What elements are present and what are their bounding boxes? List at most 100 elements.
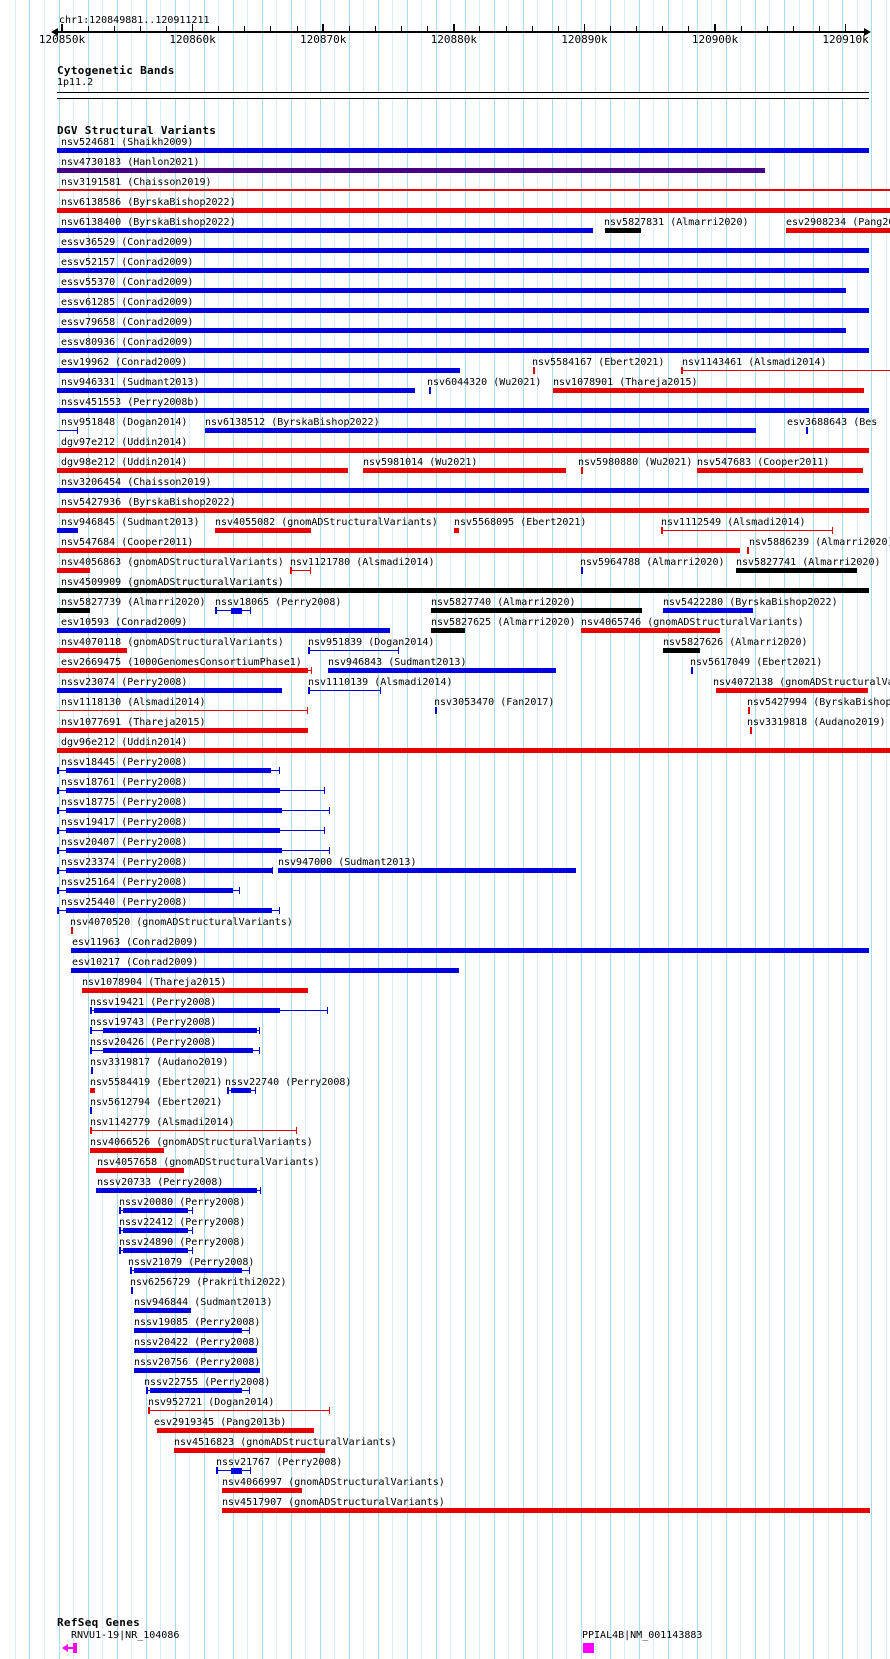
variant-bar[interactable] [215, 528, 311, 533]
variant-bar[interactable] [71, 948, 869, 953]
variant-bar[interactable] [134, 1308, 191, 1313]
variant-bar[interactable] [222, 1508, 870, 1513]
variant-end-bracket[interactable] [57, 847, 59, 854]
variant-bar[interactable] [71, 968, 459, 973]
variant-bar[interactable] [663, 648, 700, 653]
variant-bar[interactable] [66, 868, 272, 873]
variant-bar[interactable] [157, 1428, 314, 1433]
variant-end-bracket[interactable] [326, 1007, 328, 1014]
variant-bar[interactable] [663, 608, 753, 613]
variant-line[interactable] [57, 429, 78, 431]
variant-bar[interactable] [66, 908, 272, 913]
variant-tick[interactable] [750, 727, 752, 734]
variant-bar[interactable] [231, 1088, 251, 1093]
variant-bar[interactable] [150, 1388, 242, 1393]
variant-tick[interactable] [90, 1107, 92, 1114]
variant-end-bracket[interactable] [323, 827, 325, 834]
variant-end-bracket[interactable] [216, 1467, 218, 1474]
variant-bar[interactable] [363, 468, 566, 473]
variant-end-bracket[interactable] [90, 1127, 92, 1134]
variant-bar[interactable] [57, 228, 593, 233]
variant-bar[interactable] [57, 148, 869, 153]
variant-end-bracket[interactable] [90, 1047, 92, 1054]
variant-bar[interactable] [123, 1208, 188, 1213]
variant-end-bracket[interactable] [259, 1187, 261, 1194]
variant-end-bracket[interactable] [328, 847, 330, 854]
variant-line[interactable] [308, 649, 399, 651]
variant-bar[interactable] [431, 608, 642, 613]
variant-bar[interactable] [57, 448, 869, 453]
gene-glyph[interactable] [583, 1643, 594, 1653]
variant-end-bracket[interactable] [227, 1087, 229, 1094]
variant-end-bracket[interactable] [57, 867, 59, 874]
variant-line[interactable] [57, 189, 890, 191]
variant-bar[interactable] [328, 668, 556, 673]
variant-bar[interactable] [57, 728, 308, 733]
variant-bar[interactable] [57, 308, 869, 313]
variant-bar[interactable] [605, 228, 641, 233]
variant-tick[interactable] [806, 427, 808, 434]
variant-bar[interactable] [57, 468, 348, 473]
variant-end-bracket[interactable] [379, 687, 381, 694]
variant-end-bracket[interactable] [90, 1007, 92, 1014]
variant-bar[interactable] [57, 528, 78, 533]
variant-bar[interactable] [57, 168, 765, 173]
variant-tick[interactable] [748, 707, 750, 714]
variant-bar[interactable] [94, 1008, 280, 1013]
variant-end-bracket[interactable] [57, 887, 59, 894]
variant-end-bracket[interactable] [57, 807, 59, 814]
variant-end-bracket[interactable] [76, 427, 78, 434]
variant-bar[interactable] [697, 468, 863, 473]
variant-end-bracket[interactable] [57, 907, 59, 914]
variant-bar[interactable] [222, 1488, 302, 1493]
variant-line[interactable] [681, 369, 890, 371]
variant-bar[interactable] [57, 588, 869, 593]
variant-bar[interactable] [96, 1188, 257, 1193]
variant-bar[interactable] [57, 568, 90, 573]
variant-bar[interactable] [103, 1048, 253, 1053]
variant-bar[interactable] [103, 1028, 257, 1033]
variant-bar[interactable] [57, 748, 890, 753]
variant-bar[interactable] [57, 488, 869, 493]
variant-tick[interactable] [71, 927, 73, 934]
variant-end-bracket[interactable] [278, 907, 280, 914]
variant-bar[interactable] [123, 1228, 188, 1233]
variant-end-bracket[interactable] [258, 1047, 260, 1054]
variant-bar[interactable] [57, 348, 869, 353]
variant-end-bracket[interactable] [308, 647, 310, 654]
variant-end-bracket[interactable] [310, 667, 312, 674]
variant-end-bracket[interactable] [238, 887, 240, 894]
variant-end-bracket[interactable] [258, 1027, 260, 1034]
variant-bar[interactable] [66, 768, 271, 773]
variant-end-bracket[interactable] [248, 1267, 250, 1274]
variant-tick[interactable] [747, 547, 749, 554]
variant-end-bracket[interactable] [248, 1327, 250, 1334]
variant-end-bracket[interactable] [328, 1407, 330, 1414]
variant-bar[interactable] [57, 648, 127, 653]
variant-end-bracket[interactable] [119, 1247, 121, 1254]
variant-bar[interactable] [716, 688, 868, 693]
variant-box[interactable] [231, 607, 242, 614]
variant-tick[interactable] [581, 567, 583, 574]
variant-tick[interactable] [435, 707, 437, 714]
variant-end-bracket[interactable] [57, 767, 59, 774]
variant-tick[interactable] [429, 387, 431, 394]
variant-end-bracket[interactable] [249, 607, 251, 614]
variant-end-bracket[interactable] [191, 1247, 193, 1254]
variant-end-bracket[interactable] [661, 527, 663, 534]
variant-line[interactable] [90, 1129, 297, 1131]
variant-point[interactable] [90, 1088, 95, 1093]
variant-bar[interactable] [82, 988, 308, 993]
variant-end-bracket[interactable] [254, 1087, 256, 1094]
variant-bar[interactable] [66, 888, 233, 893]
variant-bar[interactable] [66, 828, 280, 833]
variant-end-bracket[interactable] [278, 767, 280, 774]
variant-end-bracket[interactable] [119, 1207, 121, 1214]
variant-end-bracket[interactable] [249, 1467, 251, 1474]
variant-end-bracket[interactable] [248, 1387, 250, 1394]
variant-bar[interactable] [90, 1148, 164, 1153]
variant-tick[interactable] [691, 667, 693, 674]
variant-bar[interactable] [96, 1168, 184, 1173]
variant-end-bracket[interactable] [215, 607, 217, 614]
variant-bar[interactable] [57, 688, 282, 693]
